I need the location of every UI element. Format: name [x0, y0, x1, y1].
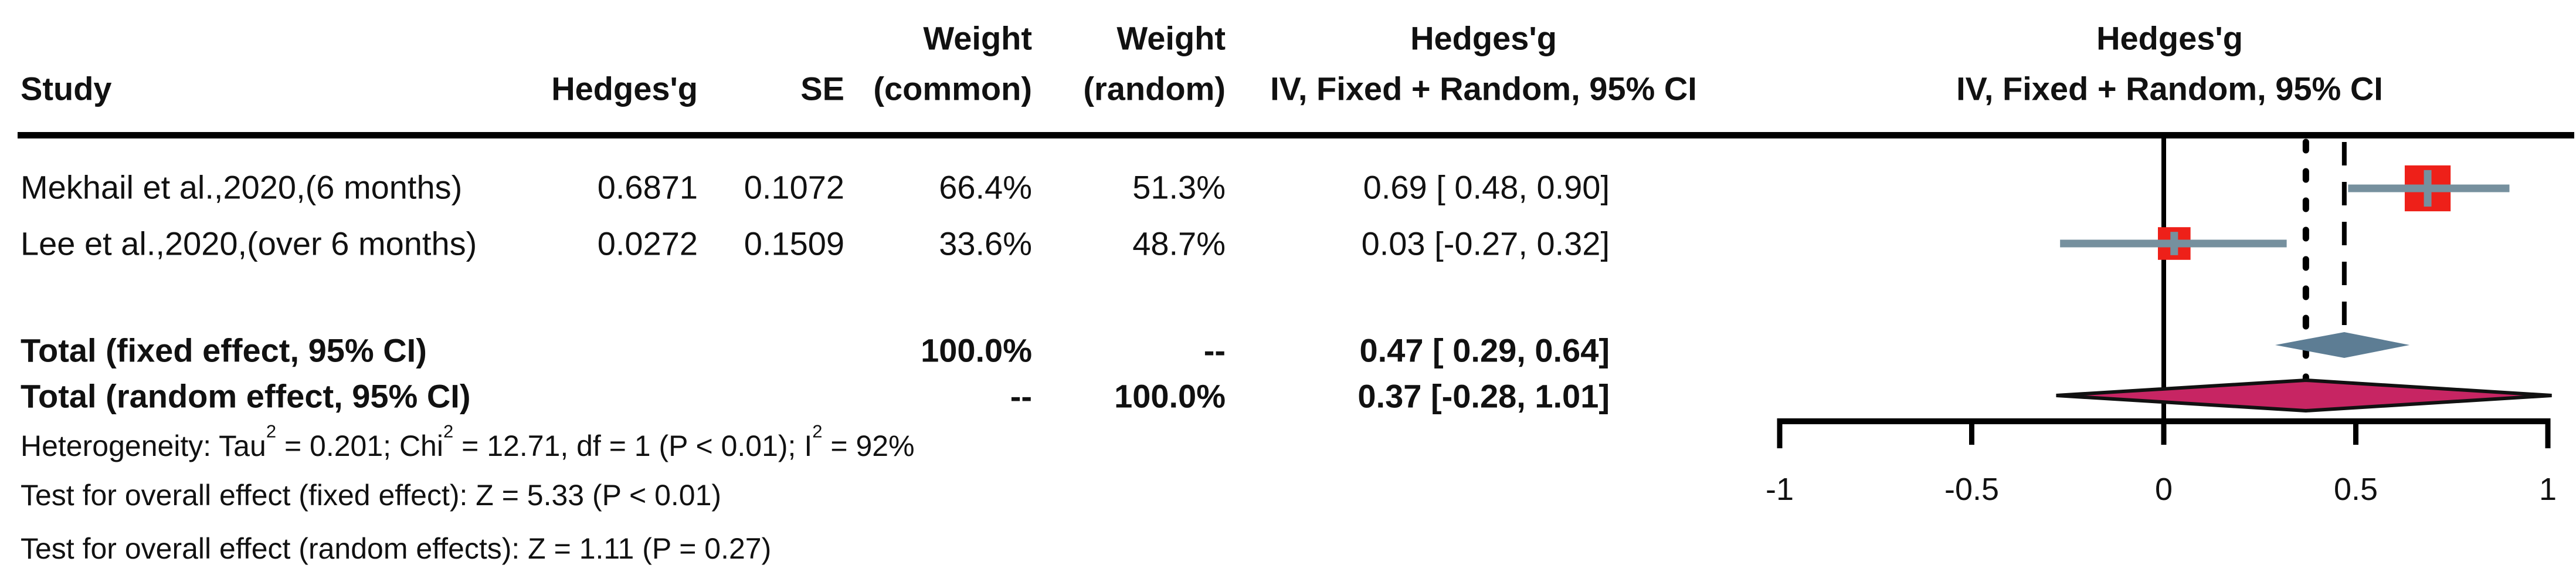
- total-fixed-weight-common: 100.0%: [921, 332, 1032, 369]
- study-se: 0.1072: [744, 168, 844, 206]
- test-fixed-note: Test for overall effect (fixed effect): …: [21, 478, 722, 512]
- col-header-weight-random-line2: (random): [1083, 70, 1226, 107]
- study-name: Lee et al.,2020,(over 6 months): [21, 225, 477, 262]
- study-hedges-g: 0.0272: [597, 225, 698, 262]
- header-separator: [18, 132, 2574, 138]
- superscript-2: 2: [443, 421, 454, 442]
- col-header-effect-ci-line1: Hedges'g: [1410, 19, 1557, 57]
- x-axis-tick-label: 0: [2155, 472, 2173, 507]
- x-axis-tick-label: -1: [1766, 472, 1794, 507]
- plot-header-line1: Hedges'g: [2096, 19, 2243, 57]
- test-random-note: Test for overall effect (random effects)…: [21, 532, 772, 565]
- total-random-weight-random: 100.0%: [1114, 377, 1226, 415]
- fixed-diamond: [2275, 332, 2410, 358]
- study-weight-random: 48.7%: [1132, 225, 1226, 262]
- total-fixed-ci-text: 0.47 [ 0.29, 0.64]: [1359, 332, 1610, 369]
- col-header-weight-common-line2: (common): [873, 70, 1032, 107]
- x-axis-tick-label: 1: [2539, 472, 2557, 507]
- x-axis-tick-label: 0.5: [2334, 472, 2378, 507]
- plot-header-line2: IV, Fixed + Random, 95% CI: [1956, 70, 2383, 107]
- total-random-weight-common: --: [1010, 377, 1032, 415]
- col-header-hedges-g: Hedges'g: [551, 70, 698, 107]
- x-axis-tick-label: -0.5: [1944, 472, 1999, 507]
- col-header-weight-random-line1: Weight: [1116, 19, 1226, 57]
- superscript-2: 2: [266, 421, 277, 442]
- study-ci-text: 0.69 [ 0.48, 0.90]: [1363, 168, 1610, 206]
- study-se: 0.1509: [744, 225, 844, 262]
- col-header-study: Study: [21, 70, 112, 107]
- col-header-se: SE: [800, 70, 844, 107]
- study-ci-text: 0.03 [-0.27, 0.32]: [1361, 225, 1610, 262]
- study-hedges-g: 0.6871: [597, 168, 698, 206]
- col-header-effect-ci-line2: IV, Fixed + Random, 95% CI: [1270, 70, 1697, 107]
- total-random-label: Total (random effect, 95% CI): [21, 377, 471, 415]
- total-random-ci-text: 0.37 [-0.28, 1.01]: [1357, 377, 1610, 415]
- random-diamond: [2056, 378, 2552, 413]
- total-fixed-label: Total (fixed effect, 95% CI): [21, 332, 427, 369]
- study-name: Mekhail et al.,2020,(6 months): [21, 168, 463, 206]
- heterogeneity-note: Heterogeneity: Tau2 = 0.201; Chi2 = 12.7…: [21, 421, 915, 463]
- study-weight-random: 51.3%: [1132, 168, 1226, 206]
- study-weight-common: 66.4%: [939, 168, 1032, 206]
- study-weight-common: 33.6%: [939, 225, 1032, 262]
- superscript-2: 2: [812, 421, 823, 442]
- col-header-weight-common-line1: Weight: [923, 19, 1032, 57]
- total-fixed-weight-random: --: [1203, 332, 1226, 369]
